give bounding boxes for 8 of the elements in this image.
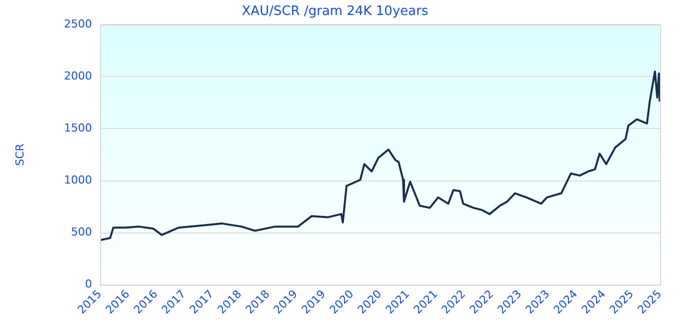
y-tick-label: 2000 bbox=[64, 70, 92, 83]
y-tick-label: 1500 bbox=[64, 122, 92, 135]
y-tick-label: 2500 bbox=[64, 17, 92, 30]
y-tick-label: 1000 bbox=[64, 174, 92, 187]
y-tick-label: 0 bbox=[85, 278, 92, 291]
y-tick-label: 500 bbox=[71, 226, 92, 239]
chart-title: XAU/SCR /gram 24K 10years bbox=[242, 4, 428, 20]
y-axis-title: SCR bbox=[13, 143, 26, 166]
